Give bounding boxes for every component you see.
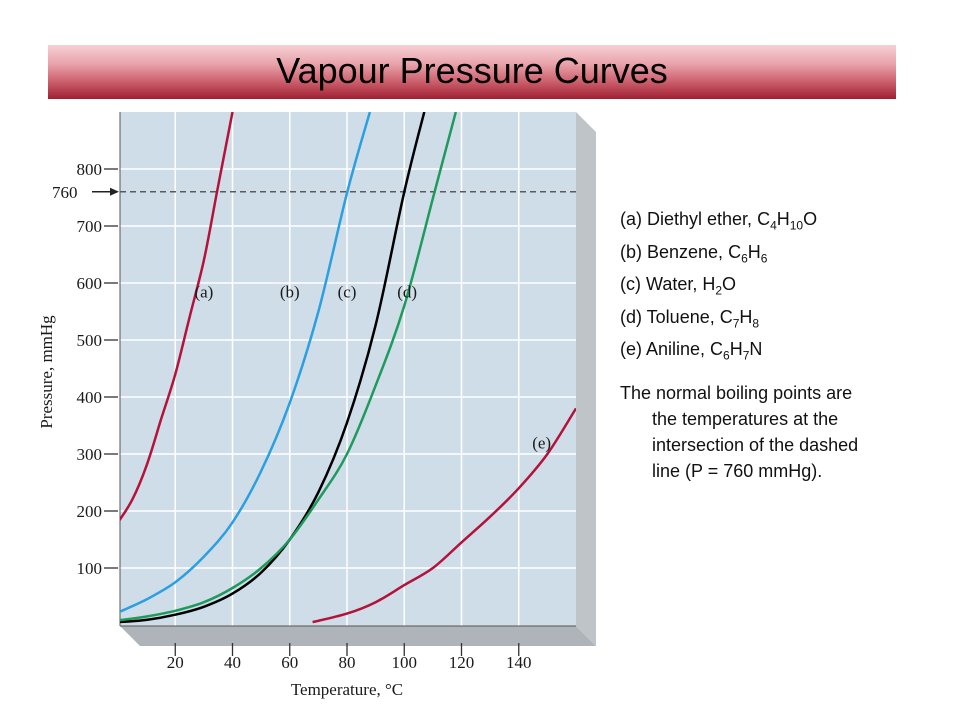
legend-formula: H2O xyxy=(702,274,737,298)
plot-area xyxy=(120,112,576,626)
legend-compound-name: Benzene, xyxy=(642,241,729,262)
legend-letter: (c) xyxy=(620,274,641,295)
legend-compound-name: Toluene, xyxy=(642,306,720,327)
series-label: (e) xyxy=(532,433,551,452)
legend-formula: C7H8 xyxy=(719,306,760,331)
y-tick-label: 600 xyxy=(77,274,103,293)
x-tick-label: 120 xyxy=(449,653,475,672)
slide-title: Vapour Pressure Curves xyxy=(276,50,668,91)
legend-formula: C6H7N xyxy=(710,339,763,363)
legend-compound-name: Aniline, xyxy=(642,339,711,360)
legend-letter: (b) xyxy=(620,241,642,262)
title-bar: Vapour Pressure Curves xyxy=(48,45,896,99)
series-label: (a) xyxy=(194,282,213,301)
series-line xyxy=(120,112,458,622)
y-tick-label: 500 xyxy=(77,331,103,350)
legend-formula: C4H10O xyxy=(757,209,818,233)
legend-compound-name: Water, xyxy=(641,274,703,295)
y-tick-label: 800 xyxy=(77,160,103,179)
y-tick-label: 200 xyxy=(77,502,103,521)
legend-item: (e) Aniline, C6H7N xyxy=(620,336,817,369)
legend-compound-name: Diethyl ether, xyxy=(642,209,758,229)
y-tick-label: 700 xyxy=(77,217,103,236)
legend-item: (b) Benzene, C6H6 xyxy=(620,239,817,272)
series-label: (d) xyxy=(397,282,417,301)
series-label: (c) xyxy=(338,282,357,301)
x-tick-label: 140 xyxy=(506,653,532,672)
legend-letter: (a) xyxy=(620,209,642,229)
note-line: The normal boiling points are xyxy=(620,383,853,403)
y-tick-label: 100 xyxy=(77,559,103,578)
note-line: intersection of the dashed xyxy=(652,435,859,455)
y-axis-title: Pressure, mmHg xyxy=(37,315,56,429)
reference-line-label: 760 xyxy=(52,183,78,202)
y-tick-label: 400 xyxy=(77,388,103,407)
y-tick-label: 300 xyxy=(77,445,103,464)
plot-frame-bottom xyxy=(120,626,596,646)
series-line xyxy=(120,112,234,522)
note-line: the temperatures at the xyxy=(652,409,839,429)
reference-arrow-head xyxy=(110,187,119,196)
legend-formula: C6H6 xyxy=(728,241,768,266)
note-line: line (P = 760 mmHg). xyxy=(652,461,823,481)
x-tick-label: 40 xyxy=(224,653,241,672)
series-line xyxy=(120,112,372,613)
series-label: (b) xyxy=(280,282,300,301)
x-tick-label: 60 xyxy=(281,653,298,672)
x-tick-label: 80 xyxy=(339,653,356,672)
legend-letter: (e) xyxy=(620,339,642,360)
x-axis-title: Temperature, °C xyxy=(291,680,403,699)
legend-item: (a) Diethyl ether, C4H10O xyxy=(620,206,817,239)
legend-letter: (d) xyxy=(620,306,642,327)
series-line xyxy=(312,407,576,624)
legend: (a) Diethyl ether, C4H10O (b) Benzene, C6… xyxy=(620,206,817,369)
legend-item: (c) Water, H2O xyxy=(620,271,817,304)
plot-frame-side xyxy=(576,112,596,646)
x-tick-label: 100 xyxy=(392,653,418,672)
legend-item: (d) Toluene, C7H8 xyxy=(620,304,817,337)
boiling-point-note: The normal boiling points are the temper… xyxy=(620,380,940,484)
x-tick-label: 20 xyxy=(167,653,184,672)
